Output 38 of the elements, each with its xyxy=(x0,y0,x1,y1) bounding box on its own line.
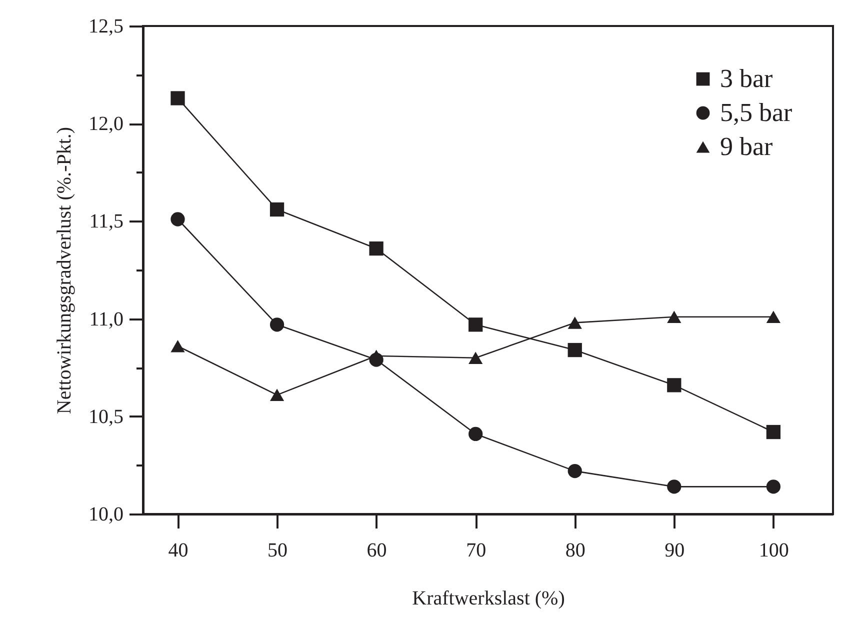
y-tick-label: 10,5 xyxy=(88,406,124,428)
x-tick-label: 90 xyxy=(664,540,685,562)
point xyxy=(369,350,384,362)
point xyxy=(170,91,185,106)
x-tick-label: 100 xyxy=(758,540,789,562)
x-tick-label: 40 xyxy=(168,540,188,562)
point xyxy=(468,318,483,332)
legend-label: 3 bar xyxy=(720,64,774,93)
x-axis-title: Kraftwerkslast (%) xyxy=(412,588,565,610)
point xyxy=(270,202,284,217)
point xyxy=(667,480,682,494)
legend-label: 5,5 bar xyxy=(720,98,793,127)
y-tick-label: 12,5 xyxy=(88,16,124,38)
y-tick-label: 11,5 xyxy=(89,210,124,233)
x-tick-label: 80 xyxy=(565,540,586,562)
x-tick-label: 50 xyxy=(268,540,288,562)
y-tick-label: 11,0 xyxy=(89,308,124,330)
point xyxy=(468,352,483,364)
point xyxy=(667,310,682,323)
point xyxy=(170,212,185,226)
point xyxy=(568,464,582,478)
y-tick-label: 10,0 xyxy=(88,504,124,526)
point xyxy=(667,378,682,392)
y-tick-label: 12,0 xyxy=(88,113,124,136)
point xyxy=(270,318,284,332)
point xyxy=(766,424,781,440)
point xyxy=(270,388,284,402)
point xyxy=(766,310,781,323)
point xyxy=(568,316,582,329)
point xyxy=(568,342,582,358)
point xyxy=(766,480,781,494)
x-tick-label: 60 xyxy=(366,540,387,562)
y-axis-title: Nettowirkungsgradverlust (%.-Pkt.) xyxy=(54,126,76,414)
x-tick-label: 70 xyxy=(466,540,486,562)
point xyxy=(369,241,384,256)
point xyxy=(170,340,185,352)
point xyxy=(468,426,483,442)
legend-label: 9 bar xyxy=(720,132,774,161)
